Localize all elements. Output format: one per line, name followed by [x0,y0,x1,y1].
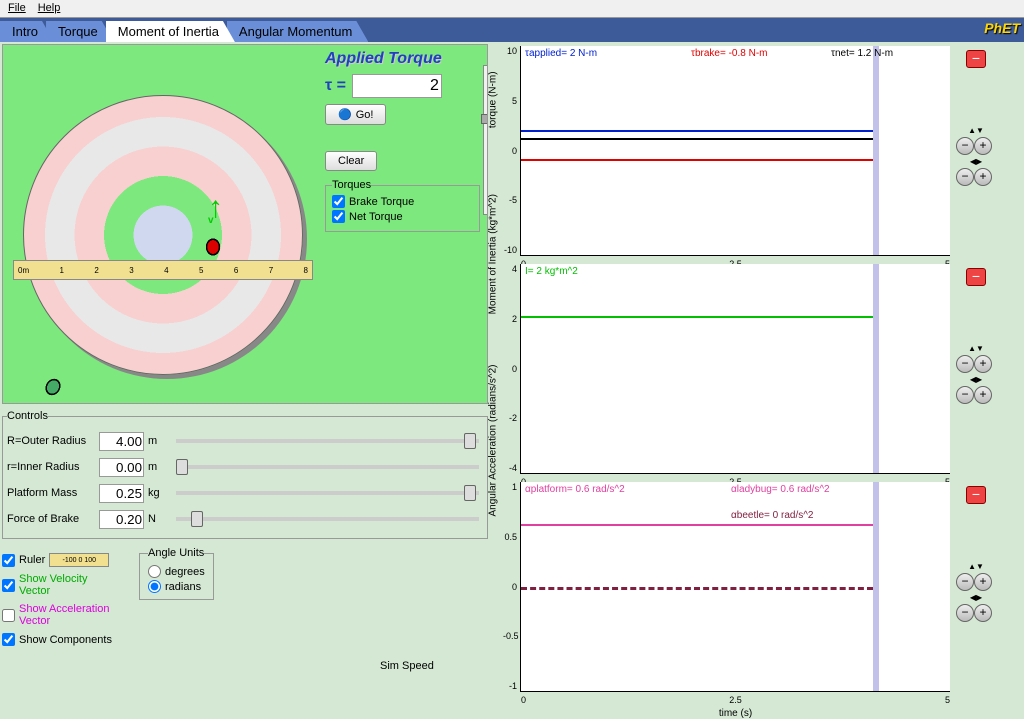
menu-file[interactable]: File [8,2,26,15]
controls-fieldset: Controls R=Outer Radius m r=Inner Radius… [2,410,488,539]
zoom-out-x[interactable]: − [956,604,974,622]
zoom-in-y[interactable]: + [974,137,992,155]
time-cursor [873,482,879,691]
zoom-in-x[interactable]: + [974,386,992,404]
carousel-disk[interactable] [23,95,303,375]
ctrl-input-0[interactable] [99,432,144,451]
zoom-out-x[interactable]: − [956,168,974,186]
beetle-line [521,587,873,590]
brake-line [521,159,873,161]
time-cursor [873,46,879,255]
angle-units-fieldset: Angle Units degrees radians [139,547,214,600]
inertia-graph: Moment of Inertia (kg*m^2) 420-2-4 02.55… [520,264,950,474]
menu-bar: File Help [0,0,1024,18]
applied-line [521,130,873,132]
tab-torque[interactable]: Torque [46,21,114,42]
time-cursor [873,264,879,473]
mini-ruler-icon: -100 0 100 [49,553,109,567]
ctrl-label: Force of Brake [7,513,95,525]
go-icon: 🔵 [338,108,352,121]
go-button[interactable]: 🔵 Go! [325,104,386,125]
ctrl-slider-0[interactable] [176,439,479,443]
acceleration-checkbox[interactable] [2,609,15,622]
applied-torque-title: Applied Torque [325,50,480,68]
ctrl-label: Platform Mass [7,487,95,499]
degrees-radio[interactable] [148,565,161,578]
zoom-out-y[interactable]: − [956,355,974,373]
sim-speed-label: Sim Speed [380,660,434,672]
tab-bar: Intro Torque Moment of Inertia Angular M… [0,18,1024,42]
velocity-vector: v [208,200,223,226]
applied-torque-panel: Applied Torque τ = 🔵 Go! Clear Torques B… [325,50,480,232]
radians-radio[interactable] [148,580,161,593]
zoom-out-x[interactable]: − [956,386,974,404]
ctrl-label: R=Outer Radius [7,435,95,447]
ctrl-input-3[interactable] [99,510,144,529]
ladybug[interactable] [203,235,223,259]
clear-button[interactable]: Clear [325,151,377,171]
ctrl-slider-2[interactable] [176,491,479,495]
zoom-out-y[interactable]: − [956,573,974,591]
tab-angular-momentum[interactable]: Angular Momentum [227,21,368,42]
zoom-in-x[interactable]: + [974,168,992,186]
ctrl-input-1[interactable] [99,458,144,477]
zoom-in-y[interactable]: + [974,355,992,373]
tau-input[interactable] [352,74,442,98]
menu-help[interactable]: Help [38,2,61,15]
acceleration-graph: Angular Acceleration (radians/s^2) 10.50… [520,482,950,692]
ruler[interactable]: 0m 1 2 3 4 5 6 7 8 [13,260,313,280]
tau-label: τ = [325,77,346,95]
zoom-in-x[interactable]: + [974,604,992,622]
torque-graph: torque (N-m) 1050-5-10 02.55 time (s) τa… [520,46,950,256]
platform-line [521,524,873,526]
close-inertia-graph[interactable]: − [966,268,986,286]
zoom-out-y[interactable]: − [956,137,974,155]
velocity-checkbox[interactable] [2,579,15,592]
ctrl-slider-3[interactable] [176,517,479,521]
phet-logo: PhET [984,20,1020,36]
tab-moment-of-inertia[interactable]: Moment of Inertia [106,21,235,42]
net-torque-checkbox[interactable] [332,210,345,223]
simulation-area: v 0m 1 2 3 4 5 6 7 8 Applied Torque τ = [2,44,488,404]
ctrl-label: r=Inner Radius [7,461,95,473]
close-accel-graph[interactable]: − [966,486,986,504]
inertia-line [521,316,873,318]
ctrl-slider-1[interactable] [176,465,479,469]
ctrl-input-2[interactable] [99,484,144,503]
ruler-checkbox[interactable] [2,554,15,567]
zoom-in-y[interactable]: + [974,573,992,591]
components-checkbox[interactable] [2,633,15,646]
tab-intro[interactable]: Intro [0,21,54,42]
brake-torque-checkbox[interactable] [332,195,345,208]
torques-fieldset: Torques Brake Torque Net Torque [325,179,480,232]
net-line [521,138,873,140]
close-torque-graph[interactable]: − [966,50,986,68]
beetle[interactable] [38,372,67,403]
